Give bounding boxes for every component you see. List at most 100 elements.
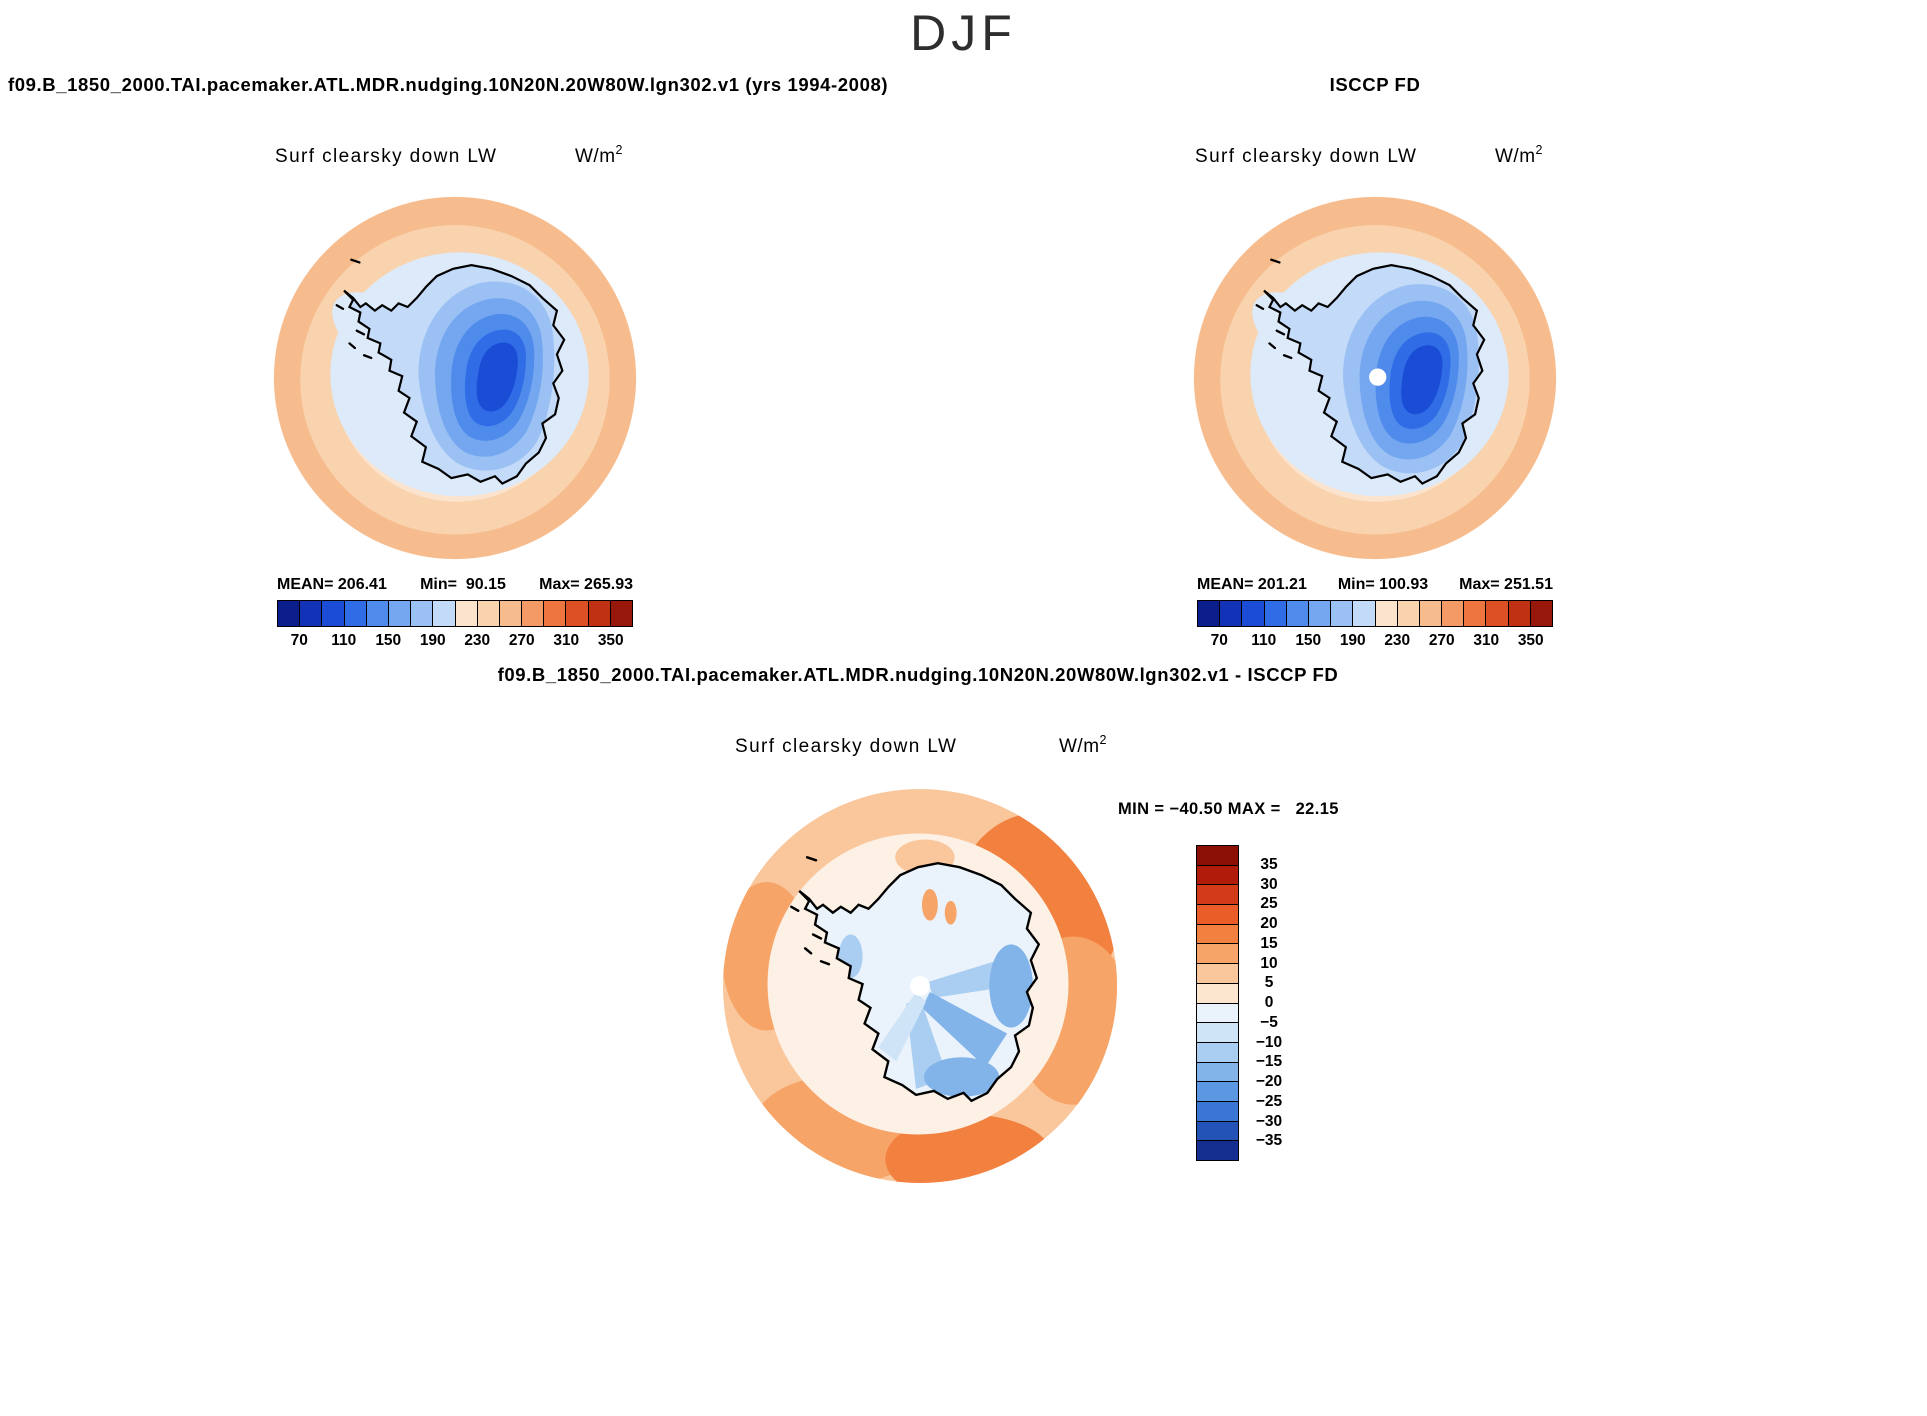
colorbar-segment xyxy=(321,601,344,626)
colorbar-segment xyxy=(1197,884,1238,905)
colorbar-segment xyxy=(1396,601,1419,626)
colorbar-tick-label: 70 xyxy=(1210,632,1228,649)
colorbar-tick-label: 35 xyxy=(1260,855,1278,873)
colorbar-tick-label: 350 xyxy=(597,632,624,649)
colorbar-segment xyxy=(1529,601,1552,626)
colorbar-segment xyxy=(1197,1140,1238,1160)
colorbar-segment xyxy=(498,601,522,626)
colorbar-tick-label: 20 xyxy=(1260,915,1278,932)
diff-colorbar-ticks: 35 30 25 20 15 10 5 0 −5 −10 −15 −20 −25 −30 −35 xyxy=(1246,845,1296,1161)
colorbar-tick-label: 190 xyxy=(1339,632,1366,649)
colorbar-tick-label: −35 xyxy=(1255,1132,1283,1150)
mean-value: MEAN= 206.41 xyxy=(277,576,387,593)
colorbar-tick-label: 25 xyxy=(1260,895,1278,913)
obs-colorbar xyxy=(1197,600,1553,627)
colorbar-segment xyxy=(1197,943,1238,964)
units-exponent: 2 xyxy=(615,143,623,157)
colorbar-tick-label: −15 xyxy=(1255,1053,1283,1071)
colorbar-segment xyxy=(1197,864,1238,885)
colorbar-segment xyxy=(1197,923,1238,944)
colorbar-segment xyxy=(1197,1081,1238,1101)
colorbar-tick-label: 270 xyxy=(1428,632,1455,649)
colorbar-segment xyxy=(1219,601,1242,626)
diff-field-row: Surf clearsky down LW W/m 2 xyxy=(735,733,1107,758)
colorbar-tick-label: 310 xyxy=(1473,632,1500,649)
colorbar-segment xyxy=(1285,601,1308,626)
colorbar-tick-label: 110 xyxy=(331,632,357,649)
colorbar-tick-label: 270 xyxy=(508,632,535,649)
units-exponent: 2 xyxy=(1535,143,1543,157)
colorbar-tick-label: −10 xyxy=(1255,1033,1283,1051)
colorbar-tick-label: 230 xyxy=(464,632,491,649)
colorbar-tick-label: 0 xyxy=(1264,994,1274,1011)
colorbar-segment xyxy=(587,601,610,626)
pole-hole xyxy=(910,976,930,996)
colorbar-segment xyxy=(1197,1100,1238,1121)
colorbar-segment xyxy=(454,601,477,626)
model-map xyxy=(273,196,637,560)
colorbar-segment xyxy=(1463,601,1486,626)
colorbar-tick-label: 10 xyxy=(1260,954,1278,972)
colorbar-segment xyxy=(387,601,411,626)
obs-stats: MEAN= 201.21 Min= 100.93 Max= 251.51 xyxy=(1197,576,1553,594)
colorbar-segment xyxy=(365,601,388,626)
diff-map xyxy=(722,788,1118,1184)
colorbar-segment xyxy=(1197,904,1238,924)
units-label: W/m 2 xyxy=(1059,733,1107,758)
colorbar-segment xyxy=(1197,1061,1238,1082)
colorbar-segment xyxy=(299,601,322,626)
obs-field-row: Surf clearsky down LW W/m 2 xyxy=(1195,143,1543,168)
anomaly-streaks xyxy=(838,888,1033,1097)
colorbar-segment xyxy=(1197,963,1238,983)
field-label: Surf clearsky down LW xyxy=(735,736,958,757)
model-colorbar-ticks: 70 110 150 190 230 270 310 350 xyxy=(277,632,633,652)
units-label: W/m 2 xyxy=(575,143,623,168)
colorbar-tick-label: 5 xyxy=(1264,974,1274,992)
colorbar-tick-label: −20 xyxy=(1255,1073,1283,1090)
colorbar-segment xyxy=(410,601,433,626)
field-label: Surf clearsky down LW xyxy=(1195,146,1418,167)
colorbar-tick-label: 230 xyxy=(1384,632,1411,649)
units-base: W/m xyxy=(1495,146,1536,167)
colorbar-tick-label: 310 xyxy=(553,632,580,649)
units-base: W/m xyxy=(1059,736,1100,757)
colorbar-segment xyxy=(1197,1120,1238,1141)
colorbar-segment xyxy=(1307,601,1331,626)
max-value: Max= 265.93 xyxy=(539,576,633,593)
field-label: Surf clearsky down LW xyxy=(275,146,498,167)
colorbar-tick-label: 190 xyxy=(419,632,446,649)
colorbar-segment xyxy=(543,601,566,626)
colorbar-tick-label: 15 xyxy=(1260,934,1278,952)
units-label: W/m 2 xyxy=(1495,143,1543,168)
obs-colorbar-ticks: 70 110 150 190 230 270 310 350 xyxy=(1197,632,1553,652)
colorbar-segment xyxy=(343,601,366,626)
colorbar-segment xyxy=(1418,601,1442,626)
min-value: Min= 100.93 xyxy=(1337,576,1429,593)
units-exponent: 2 xyxy=(1099,733,1107,747)
model-stats: MEAN= 206.41 Min= 90.15 Max= 265.93 xyxy=(277,576,633,594)
colorbar-segment xyxy=(609,601,632,626)
colorbar-segment xyxy=(1263,601,1286,626)
colorbar-segment xyxy=(432,601,455,626)
pole-hole xyxy=(1369,368,1387,386)
colorbar-tick-label: 70 xyxy=(290,632,308,649)
colorbar-segment xyxy=(1241,601,1264,626)
colorbar-tick-label: 110 xyxy=(1251,632,1277,649)
mean-value: MEAN= 201.21 xyxy=(1197,576,1307,593)
model-field-row: Surf clearsky down LW W/m 2 xyxy=(275,143,623,168)
colorbar-tick-label: 150 xyxy=(1295,632,1322,649)
season-title: DJF xyxy=(910,5,1017,61)
colorbar-segment xyxy=(476,601,499,626)
colorbar-segment xyxy=(1352,601,1375,626)
colorbar-segment xyxy=(1507,601,1530,626)
obs-map xyxy=(1193,196,1557,560)
colorbar-segment xyxy=(1485,601,1508,626)
min-value: Min= 90.15 xyxy=(420,576,506,593)
obs-title: ISCCP FD xyxy=(1329,74,1421,95)
colorbar-tick-label: 350 xyxy=(1517,632,1544,649)
colorbar-segment xyxy=(1197,846,1238,865)
colorbar-tick-label: 150 xyxy=(375,632,402,649)
units-base: W/m xyxy=(575,146,616,167)
diff-title: f09.B_1850_2000.TAI.pacemaker.ATL.MDR.nu… xyxy=(497,664,1339,685)
